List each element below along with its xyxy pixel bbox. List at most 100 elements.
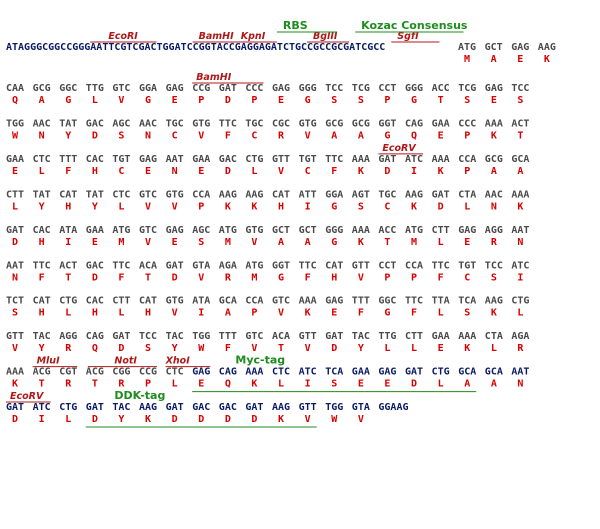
codon: GTG [245,225,263,236]
codon: GAT [378,154,396,165]
amino-acid: K [411,201,417,212]
amino-acid: E [198,379,204,390]
amino-acid: K [251,379,257,390]
amino-acid: V [305,130,311,141]
codon: AAA [352,154,370,165]
amino-acid: L [118,308,124,319]
codon: ATG [219,225,237,236]
codon: CTC [166,367,184,378]
codon: GTC [272,296,290,307]
codon: GTT [299,331,317,342]
codon: CTG [59,402,77,413]
codon: GAA [432,331,450,342]
codon: GCG [325,118,343,129]
amino-acid: S [331,95,337,106]
codon: AAA [245,367,263,378]
codon: GAC [86,118,104,129]
codon: CTT [112,296,130,307]
codon: GCA [219,296,237,307]
restriction-site-label: BglII [313,31,338,42]
amino-acid: T [278,343,284,354]
codon: GAT [6,225,24,236]
codon: AGG [485,225,503,236]
codon: TCC [139,331,157,342]
amino-acid: K [491,130,497,141]
codon: ACA [139,260,157,271]
amino-acid: V [198,130,204,141]
start-codon: AAG [538,42,556,53]
amino-acid: T [65,272,71,283]
codon: CTA [485,331,503,342]
amino-acid: F [411,308,417,319]
codon: ATC [33,402,51,413]
amino-acid: A [491,379,497,390]
codon: GAA [192,154,210,165]
codon: TCC [325,83,343,94]
codon: CTG [432,367,450,378]
codon: ACT [59,260,77,271]
codon: GAG [166,225,184,236]
amino-acid: Q [92,343,98,354]
codon: GTG [166,189,184,200]
amino-acid: G [278,272,284,283]
codon: CTG [511,296,529,307]
codon: GTC [112,83,130,94]
amino-acid: V [198,272,204,283]
amino-acid: A [491,166,497,177]
amino-acid: F [225,130,231,141]
codon: GCG [485,154,503,165]
amino-acid: C [384,201,390,212]
amino-acid: E [331,308,337,319]
amino-acid: Y [39,343,45,354]
codon: GGG [299,83,317,94]
codon: GCT [272,225,290,236]
codon: GAT [432,189,450,200]
amino-acid: A [464,379,470,390]
amino-acid: S [198,237,204,248]
codon: TCC [485,260,503,271]
codon: CCT [378,83,396,94]
amino-acid: D [331,343,337,354]
amino-acid: C [172,130,178,141]
restriction-site-label: BamHI [199,31,235,42]
codon: AAG [405,189,423,200]
codon: CAT [59,189,77,200]
amino-acid: Y [118,414,124,425]
codon: ACT [511,118,529,129]
amino-acid: L [384,343,390,354]
amino-acid: A [517,166,523,177]
codon: TTC [112,260,130,271]
codon: AAT [166,154,184,165]
amino-acid: A [39,95,45,106]
amino-acid: S [118,130,124,141]
amino-acid: L [464,201,470,212]
codon: CCG [192,83,210,94]
amino-acid: R [491,237,498,248]
amino-acid: T [517,130,523,141]
codon: AGA [511,331,529,342]
codon: AAG [245,189,263,200]
codon: CAC [33,225,51,236]
amino-acid: Y [65,130,71,141]
amino-acid: N [172,166,178,177]
feature-label: Myc-tag [235,354,285,367]
amino-acid: R [65,343,72,354]
amino-acid: M [464,54,470,65]
amino-acid: D [118,343,124,354]
amino-acid: P [464,130,470,141]
codon: GTA [352,402,370,413]
amino-acid: D [438,201,444,212]
amino-acid: F [438,272,444,283]
codon: GAT [166,260,184,271]
amino-acid: D [225,166,231,177]
start-codon: GCT [485,42,503,53]
amino-acid: A [358,130,364,141]
amino-acid: P [384,95,390,106]
codon: AAC [33,118,51,129]
amino-acid: T [145,272,151,283]
codon: AGG [59,331,77,342]
codon: GCT [299,225,317,236]
amino-acid: P [251,95,257,106]
amino-acid: D [172,414,178,425]
codon: AAG [139,402,157,413]
